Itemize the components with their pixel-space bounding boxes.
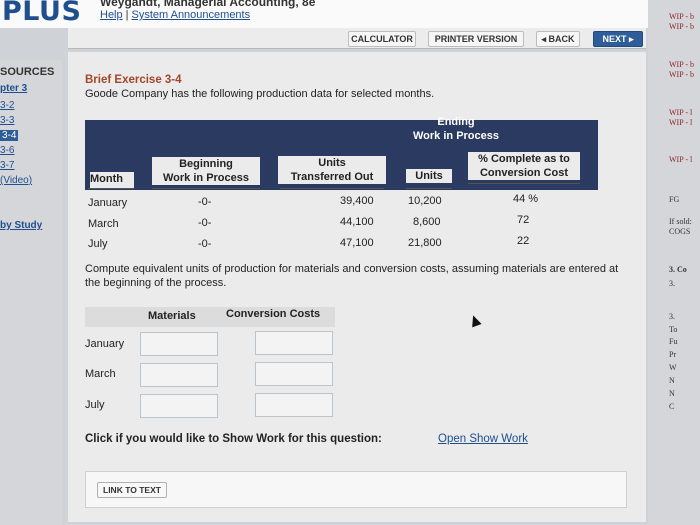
- link-to-text-button[interactable]: LINK TO TEXT: [97, 482, 167, 498]
- header-underline: [406, 188, 452, 189]
- january-conversion-input[interactable]: [255, 331, 333, 355]
- ending-wip-header: Ending Work in Process: [400, 115, 512, 143]
- answer-table-header: [85, 307, 335, 327]
- resources-heading: SOURCES: [0, 66, 55, 78]
- right-text: WIP - b: [669, 22, 695, 31]
- right-text: WIP - l: [669, 108, 693, 117]
- row-units: 21,800: [408, 237, 442, 249]
- header-line: Beginning: [179, 158, 233, 170]
- row-units: 8,600: [413, 216, 441, 228]
- help-link[interactable]: Help: [100, 9, 123, 21]
- top-header: PLUS Weygandt, Managerial Accounting, 8e…: [0, 0, 700, 28]
- month-header: Month: [90, 172, 134, 188]
- right-text: Fu: [669, 337, 678, 346]
- nav-3-7[interactable]: 3-7: [0, 160, 15, 171]
- nav-3-2[interactable]: 3-2: [0, 100, 15, 111]
- row-month: March: [88, 218, 119, 230]
- row-pct: 72: [517, 214, 530, 226]
- row-month: July: [88, 238, 108, 250]
- exercise-content: Brief Exercise 3-4 Goode Company has the…: [68, 52, 646, 522]
- nav-3-6[interactable]: 3-6: [0, 145, 15, 156]
- right-text: N: [669, 376, 675, 385]
- right-text: W: [669, 363, 677, 372]
- right-text: WIP - b: [669, 12, 695, 21]
- right-text: WIP - l: [669, 118, 693, 127]
- conversion-costs-header: Conversion Costs: [226, 308, 321, 320]
- open-show-work-link[interactable]: Open Show Work: [438, 433, 528, 445]
- materials-header: Materials: [148, 310, 196, 322]
- header-line: Conversion Cost: [479, 167, 568, 179]
- header-underline: [280, 188, 384, 189]
- app-logo: PLUS: [2, 0, 82, 27]
- nav-3-4[interactable]: 3-4: [0, 130, 19, 141]
- right-text: 3.: [669, 312, 675, 321]
- nav-3-3[interactable]: 3-3: [0, 115, 15, 126]
- july-materials-input[interactable]: [140, 394, 218, 418]
- july-conversion-input[interactable]: [255, 393, 333, 417]
- next-button[interactable]: NEXT ▸: [593, 31, 643, 47]
- row-transferred: 39,400: [340, 195, 374, 207]
- right-text: To: [669, 325, 678, 334]
- units-header: Units: [406, 169, 452, 183]
- header-line: Work in Process: [163, 172, 249, 184]
- system-announcements-link[interactable]: System Announcements: [131, 9, 251, 21]
- back-button[interactable]: ◂ BACK: [536, 31, 580, 47]
- beginning-wip-header: Beginning Work in Process: [152, 157, 260, 185]
- nav-chapter-3[interactable]: pter 3: [0, 83, 28, 94]
- units-transferred-header: Units Transferred Out: [278, 156, 386, 184]
- january-materials-input[interactable]: [140, 332, 218, 356]
- header-line: Transferred Out: [290, 171, 374, 183]
- header-links: Help | System Announcements: [100, 9, 250, 21]
- header-line: Work in Process: [413, 130, 499, 142]
- right-text: FG: [669, 195, 680, 204]
- right-text: WIP - b: [669, 60, 695, 69]
- row-beginning: -0-: [198, 238, 212, 250]
- pct-complete-header: % Complete as to Conversion Cost: [468, 152, 580, 180]
- row-beginning: -0-: [198, 196, 212, 208]
- book-title: Weygandt, Managerial Accounting, 8e: [100, 0, 316, 9]
- exercise-description: Goode Company has the following producti…: [85, 88, 435, 100]
- toolbar: CALCULATOR PRINTER VERSION ◂ BACK NEXT ▸: [68, 28, 646, 49]
- show-work-prompt: Click if you would like to Show Work for…: [85, 433, 382, 445]
- header-underline: [468, 183, 580, 184]
- question-text: Compute equivalent units of production f…: [85, 263, 619, 289]
- left-resources-nav: SOURCES pter 3 3-2 3-3 3-4 3-6 3-7 (Vide…: [0, 60, 62, 525]
- mouse-cursor-icon: [468, 313, 482, 328]
- row-beginning: -0-: [198, 217, 212, 229]
- row-pct: 22: [517, 235, 530, 247]
- printer-version-button[interactable]: PRINTER VERSION: [428, 31, 524, 47]
- link-to-text-bar: LINK TO TEXT: [85, 471, 627, 508]
- right-text: N: [669, 389, 675, 398]
- right-text: 3. Co: [669, 265, 687, 274]
- nav-video[interactable]: (Video): [0, 175, 33, 186]
- right-work-panel: WIP - b WIP - b WIP - b WIP - b WIP - l …: [648, 0, 700, 525]
- right-text: WIP - l: [669, 155, 693, 164]
- right-text: C: [669, 402, 675, 411]
- header-line: Ending: [437, 116, 475, 128]
- calculator-button[interactable]: CALCULATOR: [348, 31, 416, 47]
- right-text: WIP - b: [669, 70, 695, 79]
- header-underline: [152, 188, 260, 189]
- nav-by-study[interactable]: by Study: [0, 220, 43, 231]
- header-line: % Complete as to: [478, 153, 570, 165]
- right-text: COGS: [669, 227, 691, 236]
- march-conversion-input[interactable]: [255, 362, 333, 386]
- header-line: Units: [318, 157, 346, 169]
- answer-row-label: March: [85, 368, 116, 380]
- row-transferred: 47,100: [340, 237, 374, 249]
- answer-row-label: July: [85, 399, 105, 411]
- exercise-title: Brief Exercise 3-4: [85, 74, 182, 86]
- row-month: January: [88, 197, 128, 209]
- answer-row-label: January: [85, 338, 125, 350]
- row-transferred: 44,100: [340, 216, 374, 228]
- row-pct: 44 %: [513, 193, 539, 205]
- march-materials-input[interactable]: [140, 363, 218, 387]
- right-text: 3.: [669, 279, 675, 288]
- right-text: If sold:: [669, 217, 692, 226]
- row-units: 10,200: [408, 195, 442, 207]
- header-underline: [88, 188, 134, 189]
- link-separator: |: [125, 9, 129, 21]
- right-text: Pr: [669, 350, 677, 359]
